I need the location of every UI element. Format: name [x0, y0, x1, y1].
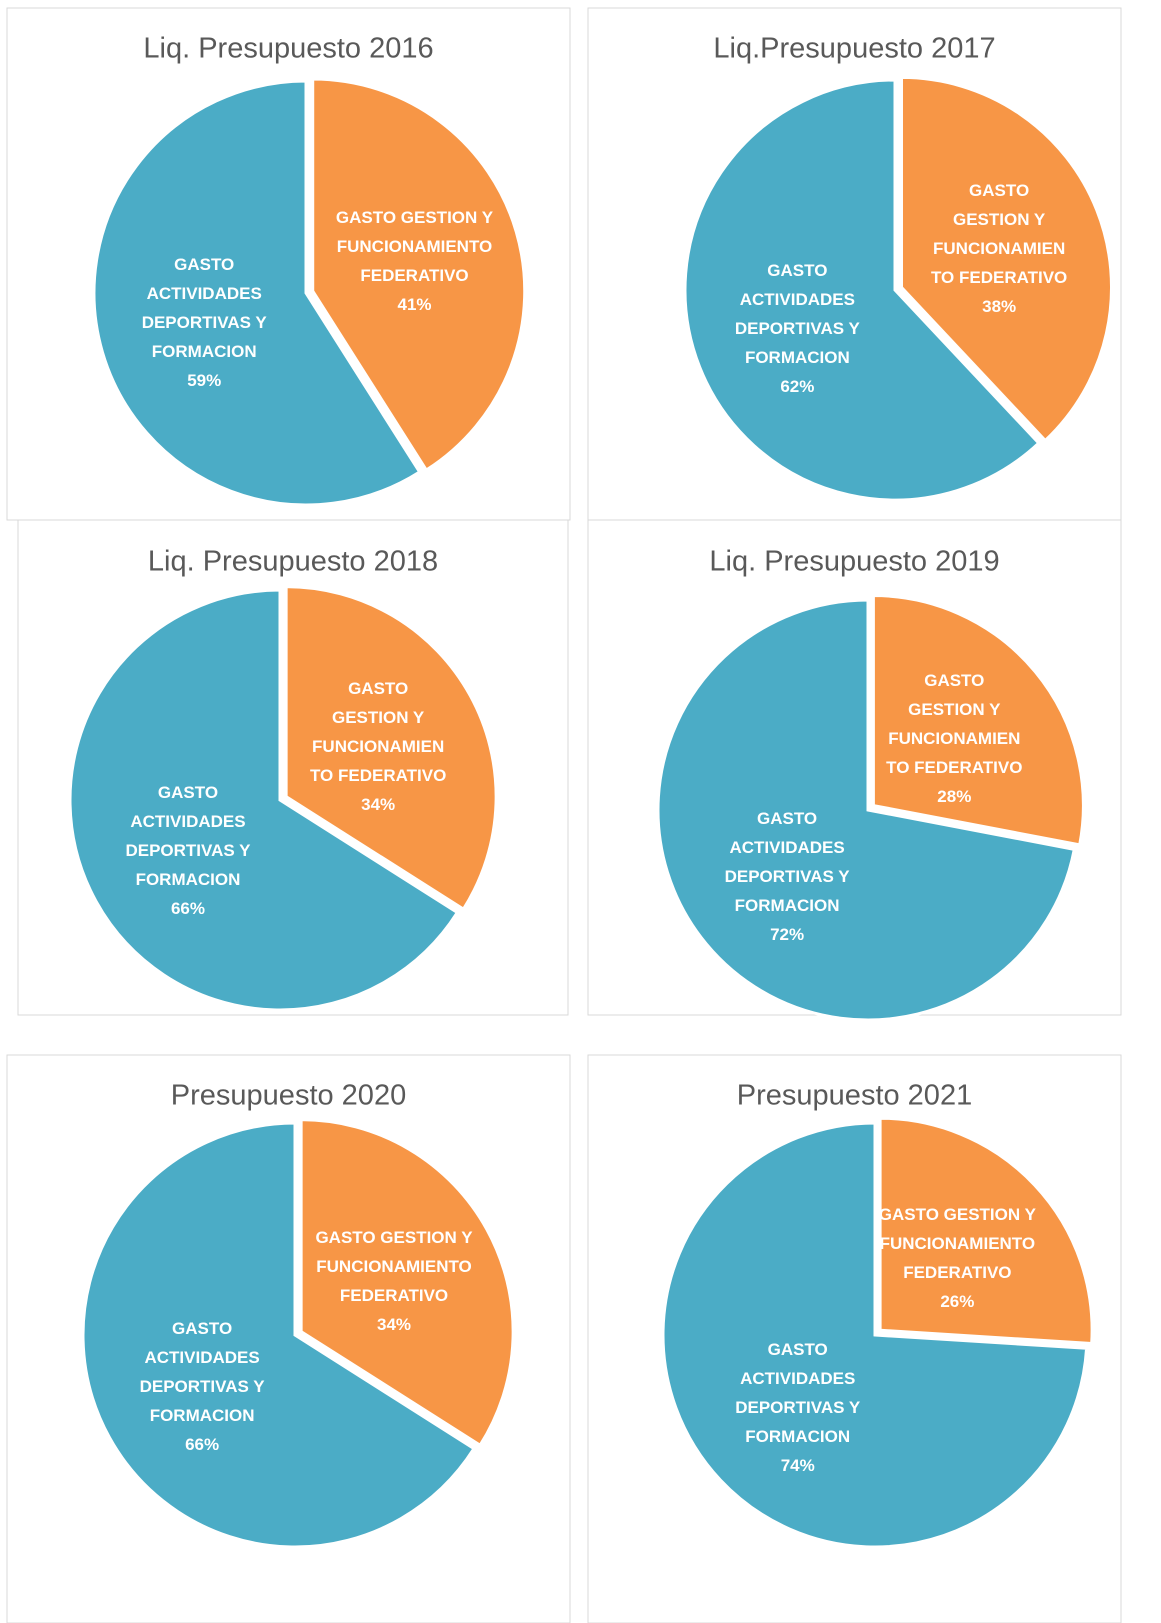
label-box: GASTO ACTIVIDADES DEPORTIVAS Y FORMACION… — [728, 1298, 868, 1518]
label-box: GASTO GESTION Y FUNCIONAMIENTO FEDERATIV… — [872, 1148, 1042, 1368]
label-box: GASTO ACTIVIDADES DEPORTIVAS Y FORMACION… — [717, 767, 857, 987]
pie-slice — [661, 1121, 1089, 1549]
category-label: GASTO ACTIVIDADES DEPORTIVAS Y FORMACION — [125, 783, 251, 890]
value-label: 66% — [170, 899, 205, 919]
value-label: 66% — [185, 1434, 220, 1454]
category-label: GASTO ACTIVIDADES DEPORTIVAS Y FORMACION — [139, 1318, 265, 1425]
pie-chart: Liq. Presupuesto 2019 GASTO GESTION Y FUN… — [587, 519, 1122, 1022]
pie-slice — [299, 1118, 515, 1448]
pie-chart: Liq. Presupuesto 2018 GASTO GESTION Y FUN… — [17, 519, 569, 1016]
label-box: GASTO ACTIVIDADES DEPORTIVAS Y FORMACION… — [118, 741, 258, 961]
category-label: GASTO ACTIVIDADES DEPORTIVAS Y FORMACION — [734, 261, 860, 368]
slice-label: GASTO ACTIVIDADES DEPORTIVAS Y FORMACION… — [727, 219, 867, 439]
category-label: GASTO GESTION Y FUNCIONAMIENTO FEDERATIV… — [886, 671, 1023, 778]
chart-title: Liq. Presupuesto 2018 — [148, 546, 438, 578]
pie-chart: Liq.Presupuesto 2017 GASTO GESTION Y FUNC… — [587, 7, 1122, 521]
chart-frame — [587, 1054, 1122, 1623]
label-box: GASTO ACTIVIDADES DEPORTIVAS Y FORMACION… — [132, 1276, 272, 1496]
label-box: GASTO GESTION Y FUNCIONAMIENTO FEDERATIV… — [308, 636, 448, 856]
pie-slice — [871, 594, 1085, 847]
label-box: GASTO ACTIVIDADES DEPORTIVAS Y FORMACION… — [134, 213, 274, 433]
chart-title: Presupuesto 2021 — [737, 1080, 972, 1112]
slice-label: GASTO ACTIVIDADES DEPORTIVAS Y FORMACION… — [132, 1276, 272, 1496]
pie-slice — [656, 598, 1077, 1022]
value-label: 41% — [397, 295, 432, 315]
label-box: GASTO ACTIVIDADES DEPORTIVAS Y FORMACION… — [727, 219, 867, 439]
label-box: GASTO GESTION Y FUNCIONAMIENTO FEDERATIV… — [929, 139, 1069, 359]
category-label: GASTO GESTION Y FUNCIONAMIENTO FEDERATIV… — [315, 1227, 473, 1305]
category-label: GASTO GESTION Y FUNCIONAMIENTO FEDERATIV… — [930, 181, 1068, 288]
value-label: 34% — [361, 794, 396, 814]
chart-title: Liq. Presupuesto 2019 — [709, 546, 999, 578]
pie-chart: Liq. Presupuesto 2016 GASTO GESTION Y FUN… — [6, 7, 571, 521]
slice-label: GASTO ACTIVIDADES DEPORTIVAS Y FORMACION… — [118, 741, 258, 961]
pie-slice — [68, 588, 460, 1012]
slice-label: GASTO GESTION Y FUNCIONAMIENTO FEDERATIV… — [327, 151, 502, 371]
pie-slice — [683, 78, 1041, 502]
label-box: GASTO GESTION Y FUNCIONAMIENTO FEDERATIV… — [884, 629, 1024, 849]
chart-title: Liq. Presupuesto 2016 — [143, 33, 433, 65]
value-label: 72% — [770, 925, 805, 945]
pie-slice — [92, 79, 422, 507]
category-label: GASTO GESTION Y FUNCIONAMIENTO FEDERATIV… — [335, 208, 494, 286]
value-label: 74% — [780, 1456, 815, 1476]
pie-slice — [900, 75, 1113, 443]
pie-slice — [311, 77, 527, 473]
slice-label: GASTO GESTION Y FUNCIONAMIENTO FEDERATIV… — [309, 1171, 479, 1391]
value-label: 26% — [940, 1291, 975, 1311]
value-label: 59% — [187, 371, 222, 391]
chart-title: Presupuesto 2020 — [171, 1080, 406, 1112]
slice-label: GASTO ACTIVIDADES DEPORTIVAS Y FORMACION… — [134, 213, 274, 433]
slice-label: GASTO GESTION Y FUNCIONAMIENTO FEDERATIV… — [872, 1148, 1042, 1368]
label-box: GASTO GESTION Y FUNCIONAMIENTO FEDERATIV… — [309, 1171, 479, 1391]
category-label: GASTO GESTION Y FUNCIONAMIENTO FEDERATIV… — [878, 1204, 1036, 1282]
pie-slice — [878, 1116, 1094, 1346]
pie-chart: Presupuesto 2021 GASTO GESTION Y FUNCIONA… — [587, 1054, 1122, 1623]
value-label: 34% — [377, 1314, 412, 1334]
pie-slice — [81, 1121, 477, 1549]
slice-label: GASTO ACTIVIDADES DEPORTIVAS Y FORMACION… — [728, 1298, 868, 1518]
chart-title: Liq.Presupuesto 2017 — [713, 33, 995, 65]
value-label: 38% — [982, 297, 1017, 317]
slice-label: GASTO GESTION Y FUNCIONAMIENTO FEDERATIV… — [884, 629, 1024, 849]
value-label: 28% — [937, 787, 972, 807]
category-label: GASTO ACTIVIDADES DEPORTIVAS Y FORMACION — [724, 809, 850, 916]
value-label: 62% — [780, 377, 815, 397]
slice-label: GASTO GESTION Y FUNCIONAMIENTO FEDERATIV… — [929, 139, 1069, 359]
label-box: GASTO GESTION Y FUNCIONAMIENTO FEDERATIV… — [327, 151, 502, 371]
category-label: GASTO GESTION Y FUNCIONAMIENTO FEDERATIV… — [309, 678, 447, 785]
pie-chart: Presupuesto 2020 GASTO GESTION Y FUNCIONA… — [6, 1054, 571, 1623]
slice-label: GASTO GESTION Y FUNCIONAMIENTO FEDERATIV… — [308, 636, 448, 856]
category-label: GASTO ACTIVIDADES DEPORTIVAS Y FORMACION — [141, 255, 267, 362]
chart-frame — [17, 519, 569, 1016]
chart-frame — [6, 1054, 571, 1623]
pie-slice — [284, 585, 498, 912]
slice-label: GASTO ACTIVIDADES DEPORTIVAS Y FORMACION… — [717, 767, 857, 987]
category-label: GASTO ACTIVIDADES DEPORTIVAS Y FORMACION — [735, 1340, 861, 1447]
